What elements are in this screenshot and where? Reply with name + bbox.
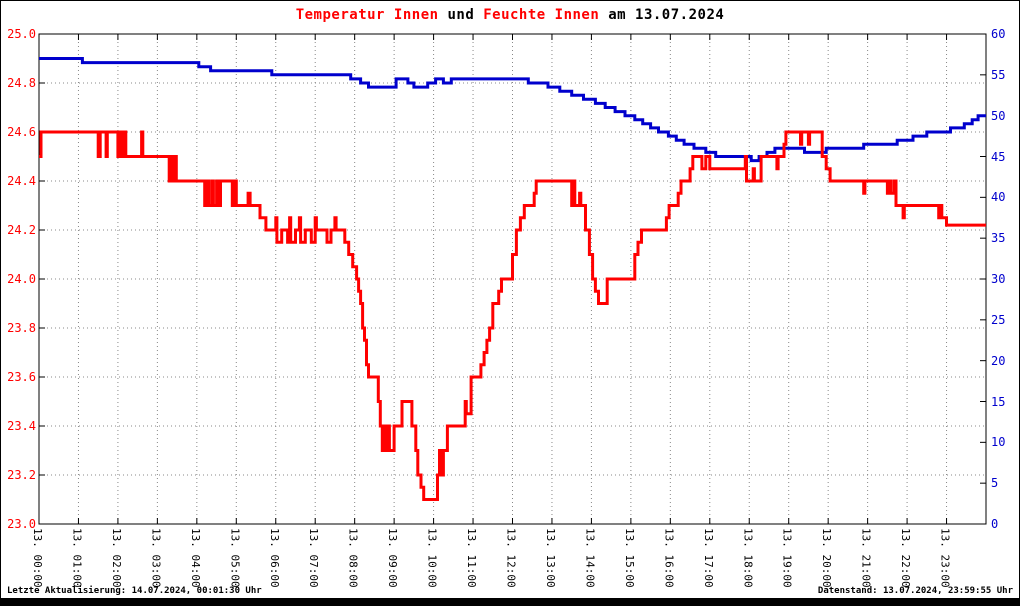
right-axis-label: 30 <box>991 272 1006 286</box>
right-axis-label: 35 <box>991 231 1006 246</box>
title-date: am 13.07.2024 <box>608 7 725 23</box>
x-axis-label: 13. 05:00 <box>228 528 242 588</box>
x-axis-label: 13. 23:00 <box>938 528 952 588</box>
title-connector: und <box>447 7 475 23</box>
x-axis-label: 13. 19:00 <box>780 528 794 588</box>
x-axis-label: 13. 14:00 <box>583 528 597 588</box>
x-axis-label: 13. 02:00 <box>109 528 123 588</box>
x-axis-label: 13. 11:00 <box>465 528 479 588</box>
x-axis-label: 13. 12:00 <box>504 528 518 588</box>
left-axis-label: 24.6 <box>7 125 36 139</box>
x-axis-label: 13. 13:00 <box>543 528 557 588</box>
left-axis-label: 24.0 <box>7 272 36 286</box>
right-axis-label: 60 <box>991 27 1006 41</box>
x-axis-label: 13. 06:00 <box>267 528 281 588</box>
x-axis-label: 13. 22:00 <box>899 528 913 588</box>
right-axis-label: 0 <box>991 517 999 531</box>
chart-title: Temperatur Innen und Feuchte Innen am 13… <box>1 7 1019 23</box>
title-temperature-series: Temperatur Innen <box>295 7 439 23</box>
right-axis-label: 20 <box>991 353 1006 368</box>
left-axis-label: 23.0 <box>7 517 36 531</box>
x-axis-label: 13. 07:00 <box>307 528 321 588</box>
right-axis-label: 5 <box>991 476 999 491</box>
x-axis-label: 13. 16:00 <box>662 528 676 588</box>
right-axis-label: 25 <box>991 312 1006 327</box>
right-axis-label: 10 <box>991 435 1006 450</box>
temperature-line <box>39 130 986 501</box>
x-axis-label: 13. 03:00 <box>149 528 163 588</box>
x-axis-label: 13. 00:00 <box>31 528 44 588</box>
x-axis-label: 13. 15:00 <box>622 528 636 588</box>
title-humidity-series: Feuchte Innen <box>483 7 600 23</box>
left-axis-label: 24.2 <box>7 223 36 237</box>
right-axis-label: 40 <box>991 190 1006 205</box>
humidity-line <box>39 57 986 163</box>
x-axis-label: 13. 08:00 <box>346 528 360 588</box>
right-axis-label: 55 <box>991 67 1006 82</box>
data-timestamp-text: Datenstand: 13.07.2024, 23:59:55 Uhr <box>817 586 1013 596</box>
left-axis-label: 23.6 <box>7 370 36 384</box>
right-axis-label: 50 <box>991 108 1006 123</box>
left-axis-label: 24.4 <box>7 174 36 188</box>
left-axis-label: 23.4 <box>7 419 36 433</box>
x-axis-label: 13. 10:00 <box>425 528 439 588</box>
x-axis-label: 13. 04:00 <box>188 528 202 588</box>
x-axis-label: 13. 17:00 <box>701 528 715 588</box>
right-axis-label: 45 <box>991 149 1006 164</box>
x-axis-label: 13. 18:00 <box>741 528 755 588</box>
left-axis-label: 23.2 <box>7 468 36 482</box>
bottom-bar <box>1 598 1019 605</box>
last-update-text: Letzte Aktualisierung: 14.07.2024, 00:01… <box>7 586 262 596</box>
left-axis-label: 23.8 <box>7 321 36 335</box>
x-axis-label: 13. 09:00 <box>386 528 400 588</box>
x-axis-label: 13. 21:00 <box>859 528 873 588</box>
x-axis-label: 13. 01:00 <box>70 528 84 588</box>
left-axis-label: 25.0 <box>7 27 36 41</box>
x-axis-label: 13. 20:00 <box>820 528 834 588</box>
left-axis-label: 24.8 <box>7 76 36 90</box>
right-axis-label: 15 <box>991 394 1006 409</box>
